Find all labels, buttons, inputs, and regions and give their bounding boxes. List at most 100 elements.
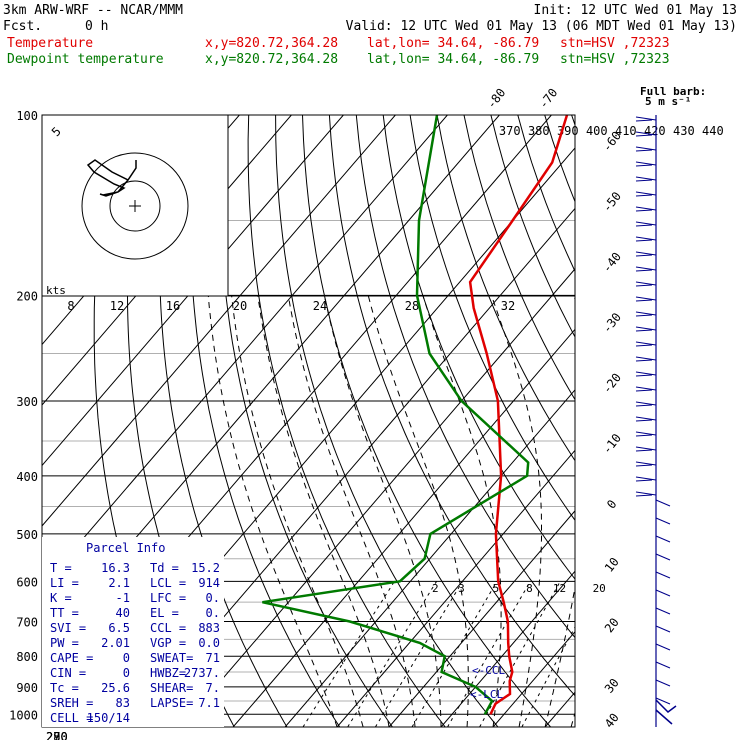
parcel-field: 0.0 (198, 636, 220, 650)
parcel-field: 883 (198, 621, 220, 635)
wind-barb (635, 116, 657, 122)
parcel-field: 7.1 (198, 696, 220, 710)
legend-temperature-stn: stn=HSV ,72323 (560, 36, 670, 51)
hodograph-ring (109, 180, 161, 232)
parcel-info-panel: Parcel Info T = 16.3 Td = 15.2 LI = 2.1 LCL = 9… (42, 537, 224, 727)
wind-barb (655, 571, 671, 579)
hodo-speed-label: 12 (110, 299, 124, 313)
wind-barb (655, 625, 671, 633)
theta-label-top: 400 (586, 124, 608, 138)
wind-barb (655, 535, 671, 543)
wind-barb (635, 191, 657, 197)
hodo-speed-label: 32 (501, 299, 515, 313)
moist-adiabat-10 (323, 295, 442, 727)
mixing-ratio-label: 12 (553, 582, 566, 595)
parcel-field: LAPSE= (150, 696, 193, 710)
wind-barb (635, 491, 657, 497)
parcel-field: 2737. (184, 666, 220, 680)
wind-barb (635, 431, 657, 437)
isotherm--30 (232, 328, 575, 727)
isotherm-50 (649, 115, 740, 727)
isotherm--100 (42, 115, 396, 527)
pressure-label-700: 700 (16, 615, 38, 629)
wind-barb-column (635, 115, 677, 727)
parcel-field: 0. (206, 606, 220, 620)
isotherm--10 (336, 449, 575, 727)
pressure-label-900: 900 (16, 681, 38, 695)
dry-adiabat-260 (189, 115, 341, 727)
parcel-field: CAPE = (50, 651, 93, 665)
wind-legend-unit: 5 m s⁻¹ (645, 95, 691, 108)
dry-adiabat-410 (599, 115, 740, 727)
moist-adiabat-0 (257, 295, 390, 727)
parcel-field: SVI = (50, 621, 86, 635)
parcel-field: CELL = (50, 711, 93, 725)
parcel-info-title: Parcel Info (86, 541, 165, 555)
isotherm-label: -40 (600, 250, 624, 276)
mixing-ratio-label: 2 (432, 582, 439, 595)
dry-adiabat-360 (463, 115, 575, 401)
isotherm-label: -70 (536, 86, 560, 112)
wind-barb (635, 266, 657, 272)
parcel-field: LCL = (150, 576, 186, 590)
parcel-field: PW = (50, 636, 79, 650)
isotherm-label: 30 (602, 676, 622, 696)
moist-adiabat-5 (287, 295, 416, 727)
mixing-ratio-line-3 (374, 581, 464, 727)
dry-adiabat-270 (219, 115, 393, 727)
temperature-profile (468, 115, 569, 715)
parcel-field: 2.1 (108, 576, 130, 590)
isotherm--90 (42, 115, 448, 588)
wind-barb-surface (655, 699, 677, 725)
wind-barb (635, 446, 657, 452)
mixing-ratio-line-1 (302, 581, 395, 727)
legend-temperature: Temperature (7, 36, 93, 51)
lcl-annotation: <-LCL (470, 688, 503, 701)
parcel-field: T = (50, 561, 72, 575)
isotherm-label: -20 (600, 371, 624, 397)
dry-adiabat-300 (302, 115, 551, 727)
wind-barb (635, 356, 657, 362)
dewpoint-profile (262, 115, 530, 715)
wind-barb (635, 131, 657, 137)
theta-label-left: 290 (46, 730, 68, 740)
theta-label-top: 380 (528, 124, 550, 138)
moist-adiabat-30 (544, 295, 575, 727)
wind-barb (635, 206, 657, 212)
hodo-speed-label: 20 (233, 299, 247, 313)
parcel-field: 15.2 (191, 561, 220, 575)
isotherm-0 (388, 510, 575, 727)
legend-temperature-xy: x,y=820.72,364.28 (205, 36, 338, 51)
wind-barb (635, 461, 657, 467)
theta-label-top: 370 (499, 124, 521, 138)
parcel-field: SREH = (50, 696, 93, 710)
wind-barb (635, 176, 657, 182)
parcel-field: LI = (50, 576, 79, 590)
wind-barb (655, 517, 671, 525)
valid-time: Valid: 12 UTC Wed 01 May 13 (06 MDT Wed … (346, 19, 737, 34)
parcel-field: 71 (206, 651, 220, 665)
parcel-field: TT = (50, 606, 79, 620)
wind-barb (635, 371, 657, 377)
moist-adiabat--10 (207, 295, 338, 727)
isotherm-40 (597, 115, 740, 727)
dry-adiabat-350 (436, 115, 575, 462)
parcel-field: 25.6 (101, 681, 130, 695)
hodo-speed-label: 24 (313, 299, 327, 313)
legend-temperature-latlon: lat,lon= 34.64, -86.79 (367, 36, 539, 51)
pressure-label-800: 800 (16, 650, 38, 664)
model-title: 3km ARW-WRF -- NCAR/MMM (3, 3, 183, 18)
wind-barb (655, 553, 671, 561)
parcel-field: CIN = (50, 666, 86, 680)
pressure-label-100: 100 (16, 109, 38, 123)
isotherm-label: -10 (600, 431, 624, 457)
parcel-field: VGP = (150, 636, 186, 650)
init-time: Init: 12 UTC Wed 01 May 13 (534, 3, 738, 18)
moist-adiabat-40 (597, 295, 723, 727)
wind-barb (655, 607, 671, 615)
pressure-label-300: 300 (16, 395, 38, 409)
isotherm--110 (42, 115, 344, 467)
isotherm-label: 0 (604, 497, 619, 511)
theta-label-left: 280 (46, 730, 68, 740)
